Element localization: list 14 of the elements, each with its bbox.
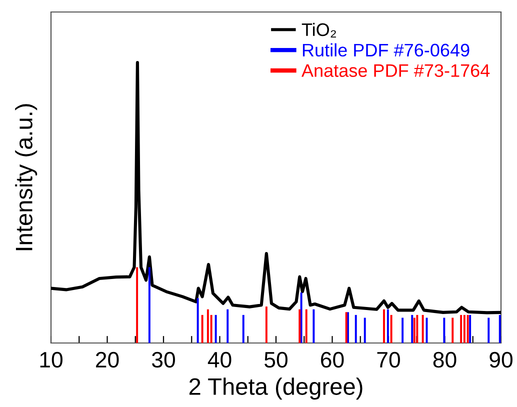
y-axis-title: Intensity (a.u.): [15, 104, 38, 250]
x-tick-label: 30: [152, 352, 175, 368]
legend-label: Rutile PDF #76-0649: [302, 43, 470, 57]
legend-label: TiO₂: [302, 22, 336, 38]
x-tick-label: 80: [433, 352, 456, 368]
x-tick-label: 50: [264, 352, 288, 368]
x-tick-label: 20: [96, 352, 119, 368]
x-tick-label: 40: [208, 352, 232, 368]
x-tick-label: 60: [321, 352, 344, 368]
x-axis-title: 2 Theta (degree): [189, 378, 362, 400]
x-tick-label: 70: [377, 352, 400, 368]
x-tick-label: 10: [40, 352, 62, 368]
legend-label: Anatase PDF #73-1764: [302, 64, 490, 77]
x-tick-label: 90: [490, 352, 512, 368]
